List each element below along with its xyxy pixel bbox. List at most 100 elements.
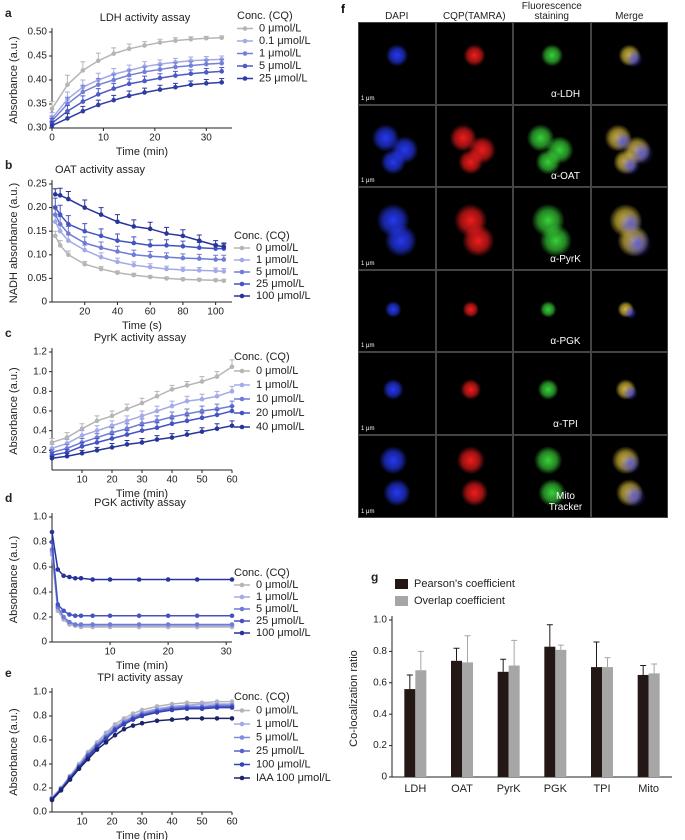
legend-marker [242, 38, 248, 44]
data-point [219, 35, 225, 41]
legend-label: 100 μmol/L [256, 758, 311, 770]
x-tick-label: 60 [226, 817, 238, 828]
data-point [169, 421, 175, 427]
data-point [157, 67, 163, 72]
data-point [184, 706, 190, 712]
data-point [131, 272, 137, 278]
column-header: Fluorescence staining [521, 1, 582, 22]
data-point [124, 426, 130, 432]
data-point [165, 622, 171, 627]
error-bar [651, 663, 658, 674]
data-point [213, 268, 218, 274]
data-point [109, 436, 115, 441]
x-tick-label: 50 [196, 475, 208, 486]
x-tick-label: Mito [638, 783, 659, 795]
data-point [154, 425, 160, 431]
y-tick-label: 0.2 [33, 612, 47, 623]
data-point [126, 93, 132, 99]
x-axis-label: Time (s) [122, 320, 162, 332]
legend-marker [239, 424, 245, 430]
data-point [79, 433, 85, 438]
data-point [164, 231, 169, 236]
legend-marker [242, 51, 248, 56]
legend-label: 1 μmol/L [256, 718, 298, 730]
micrograph [590, 269, 668, 353]
data-point [126, 81, 132, 87]
legend-label: 25 μmol/L [256, 615, 305, 627]
data-point [184, 398, 190, 404]
series-line [51, 549, 232, 626]
legend-marker [239, 281, 245, 287]
x-tick-label: LDH [404, 783, 426, 795]
y-tick-label: 0.6 [373, 677, 387, 688]
data-point [147, 226, 153, 232]
x-tick-label: 40 [166, 475, 178, 486]
data-point [196, 268, 202, 273]
data-point [142, 90, 147, 95]
series-line [51, 531, 232, 581]
data-point [194, 622, 200, 627]
data-point [180, 233, 186, 239]
scale-bar-label: 1 μm [361, 343, 375, 350]
data-point [229, 622, 235, 627]
y-tick-label: 0.4 [33, 587, 47, 598]
data-point [57, 212, 63, 217]
y-axis-label: Absorbance (a.u.) [8, 367, 20, 454]
row-label: α-LDH [550, 88, 581, 100]
y-axis-label: Absorbance (a.u.) [8, 536, 20, 623]
data-point [90, 622, 95, 627]
bar [591, 667, 602, 777]
data-point [82, 261, 88, 267]
data-point [188, 71, 194, 77]
data-point [107, 577, 113, 582]
row-label: α-OAT [551, 171, 580, 183]
data-point [107, 613, 113, 619]
data-point [196, 245, 202, 251]
micrograph [435, 352, 513, 435]
legend-marker [239, 735, 245, 740]
y-tick-label: 1.0 [33, 512, 47, 523]
data-point [58, 788, 64, 793]
legend-label: 1 μmol/L [256, 591, 298, 603]
legend-label: 0 μmol/L [259, 22, 301, 34]
data-point [169, 403, 175, 409]
data-point [61, 614, 66, 620]
y-tick-label: 0.8 [373, 646, 387, 657]
data-point [147, 253, 153, 259]
data-point [126, 46, 132, 52]
micrograph: α-OAT [513, 104, 591, 188]
legend-marker [239, 382, 245, 388]
data-point [103, 736, 109, 742]
data-point [115, 270, 120, 276]
x-tick-label: 100 [207, 307, 224, 318]
data-point [112, 728, 118, 733]
legend-label: 0.1 μmol/L [259, 35, 311, 47]
data-point [67, 574, 72, 580]
data-point [184, 383, 190, 388]
data-point [169, 435, 175, 440]
bar [451, 660, 462, 777]
legend-marker [239, 594, 245, 600]
data-point [66, 238, 71, 243]
row-label: α-PyrK [550, 253, 581, 265]
data-point [80, 99, 86, 104]
x-tick-label: PyrK [497, 783, 522, 795]
y-tick-label: 0.2 [33, 445, 47, 456]
data-point [90, 613, 95, 619]
data-point [64, 453, 70, 459]
column-header: DAPI [385, 11, 409, 22]
micrograph: 1 μm [358, 269, 436, 353]
micrograph: 1 μm [358, 104, 436, 188]
error-bar [557, 644, 564, 650]
series-line [51, 705, 232, 800]
x-tick-label: 20 [79, 307, 91, 318]
data-point [169, 387, 175, 392]
micrograph [590, 352, 668, 435]
data-point [78, 575, 84, 581]
data-point [203, 61, 209, 67]
data-point [180, 267, 186, 273]
scale-bar-label: 1 μm [361, 178, 375, 185]
y-axis-label: Absorbance (a.u.) [8, 36, 20, 123]
series-line [51, 58, 222, 119]
data-point [109, 445, 115, 450]
